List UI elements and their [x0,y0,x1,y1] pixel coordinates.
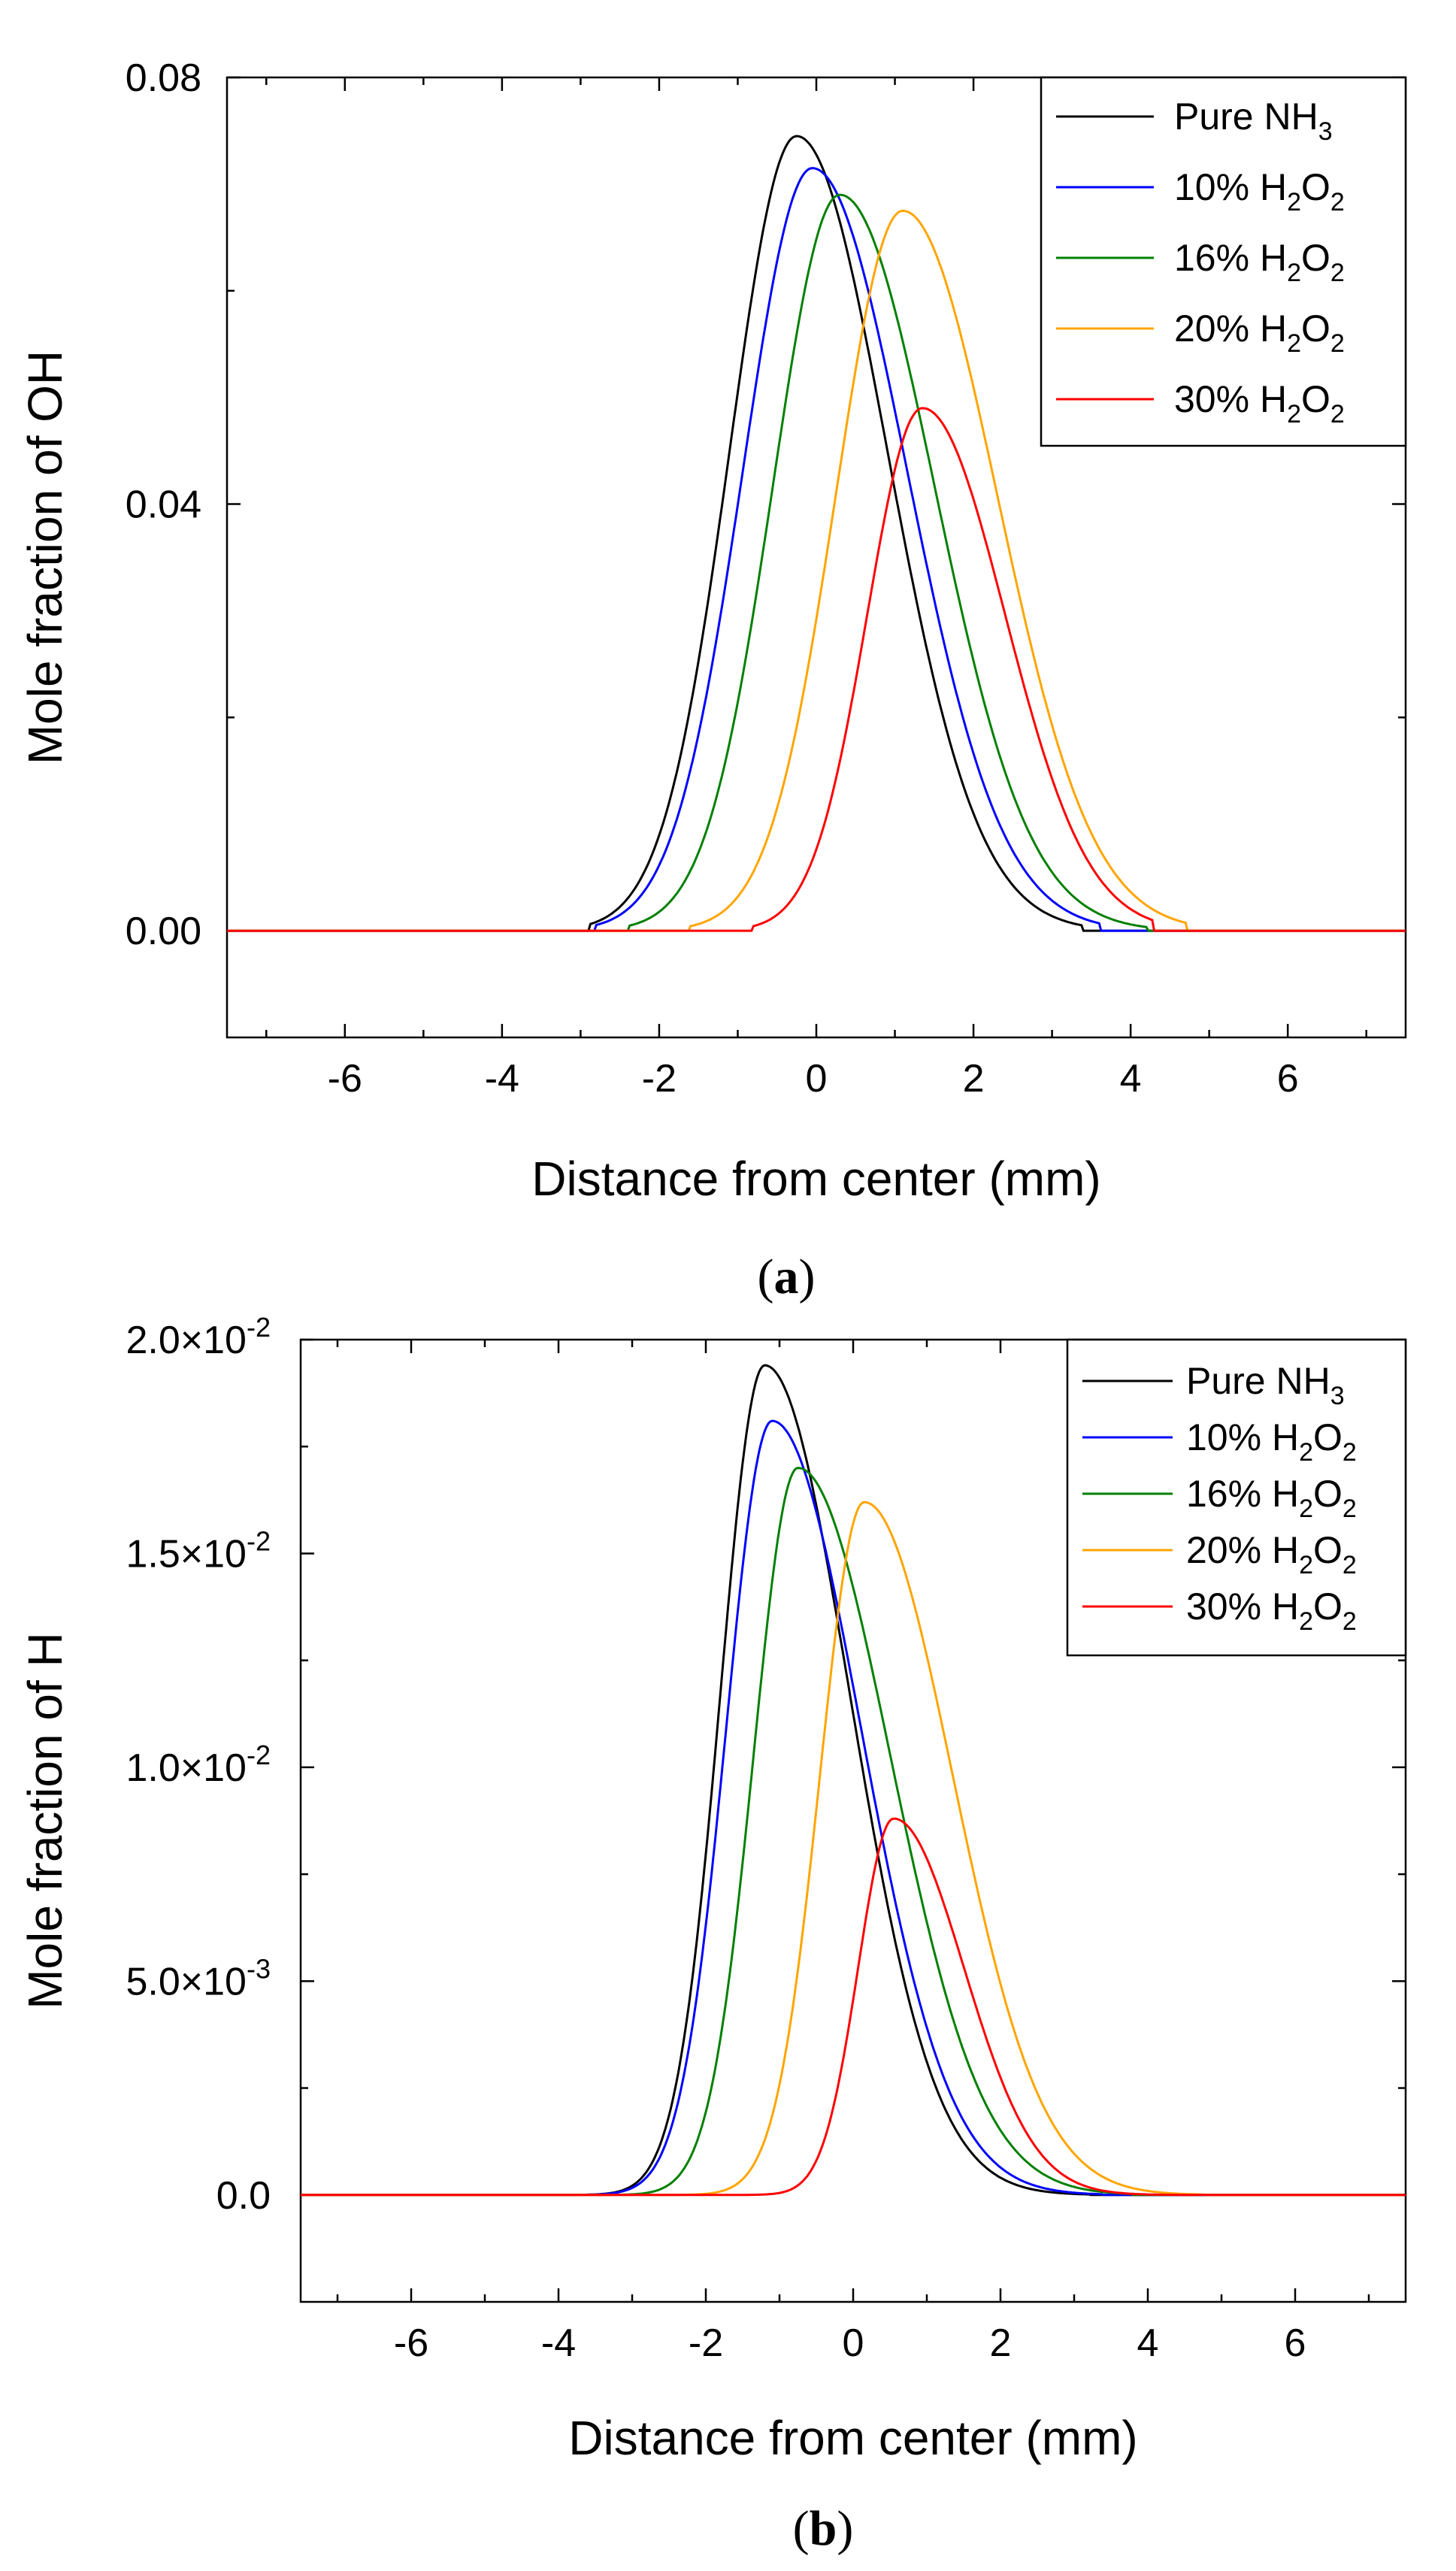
y-tick-label-mantissa: 1.5×10 [126,1532,247,1576]
x-tick-label: 0 [843,2321,864,2365]
y-tick-label: 0.0 [216,2174,271,2218]
x-tick-label: -6 [328,1057,362,1101]
legend-entry: 20% H2O2 [1186,1529,1357,1579]
y-tick-label-mantissa: 5.0×10 [126,1960,247,2003]
x-tick-label: 0 [806,1057,828,1101]
chart-panel-a: -6 -4 -2 0 2 4 6 0.00 0.04 0.08 Distance from cent… [18,56,1407,1304]
y-tick-label-mantissa: 1.0×10 [126,1746,247,1790]
x-tick-label: 4 [1137,2321,1159,2365]
legend-box [1040,76,1407,447]
y-axis-title: Mole fraction of H [18,1632,72,2009]
legend-entry: 16% H2O2 [1186,1473,1357,1523]
legend: Pure NH3 10% H2O2 16% H2O2 20% H2O2 30% H2O2 [1040,76,1407,447]
x-tick-label: -2 [689,2321,723,2365]
y-tick-label: 2.0×10-2 [126,1312,271,1362]
y-tick-label: 1.5×10-2 [126,1525,271,1576]
y-tick-label: 5.0×10-3 [126,1953,271,2003]
legend: Pure NH3 10% H2O2 16% H2O2 20% H2O2 30% H2O2 [1066,1338,1407,1657]
legend-entry: 30% H2O2 [1186,1585,1357,1636]
y-tick-label: 0.00 [126,910,201,953]
panel-label: (a) [758,1249,816,1304]
chart-panel-b: -6 -4 -2 0 2 4 60.05.0×10-31.0×10-21.5×10-22.0… [18,1312,1407,2556]
legend-entry: 10% H2O2 [1186,1416,1357,1467]
x-tick-label: 2 [963,1057,985,1101]
y-tick-label-exponent: -2 [247,1740,271,1770]
series-line-30-h2o2 [301,1817,1406,2197]
y-tick-label: 0.08 [126,56,201,100]
x-tick-label: -6 [394,2321,428,2365]
x-tick-label: -4 [541,2321,576,2365]
x-axis-title: Distance from center (mm) [531,1152,1100,1206]
x-tick-label: -2 [642,1057,677,1101]
legend-box [1066,1338,1407,1657]
x-tick-label: 6 [1277,1057,1299,1101]
legend-entry: Pure NH3 [1174,95,1333,146]
x-tick-label: 6 [1285,2321,1306,2365]
legend-entry: 16% H2O2 [1174,237,1345,287]
y-tick-label-exponent: -2 [247,1312,271,1343]
legend-entry: 10% H2O2 [1174,166,1345,217]
y-tick-label-mantissa: 2.0×10 [126,1319,247,1362]
legend-entry: Pure NH3 [1186,1360,1345,1410]
y-tick-label-exponent: -2 [247,1525,271,1556]
y-tick-label: 0.04 [126,483,201,527]
x-tick-label: 4 [1120,1057,1142,1101]
y-axis-title: Mole fraction of OH [18,350,72,765]
series-line-30-h2o2 [227,407,1406,932]
panel-label: (b) [793,2501,854,2556]
legend-entry: 30% H2O2 [1174,378,1345,428]
y-tick-label-mantissa: 0.0 [216,2174,271,2218]
x-tick-label: 2 [990,2321,1012,2365]
y-tick-label: 1.0×10-2 [126,1740,271,1790]
y-tick-label-exponent: -3 [247,1953,271,1984]
x-axis-title: Distance from center (mm) [568,2411,1137,2465]
legend-entry: 20% H2O2 [1174,307,1345,358]
x-tick-label: -4 [485,1057,519,1101]
